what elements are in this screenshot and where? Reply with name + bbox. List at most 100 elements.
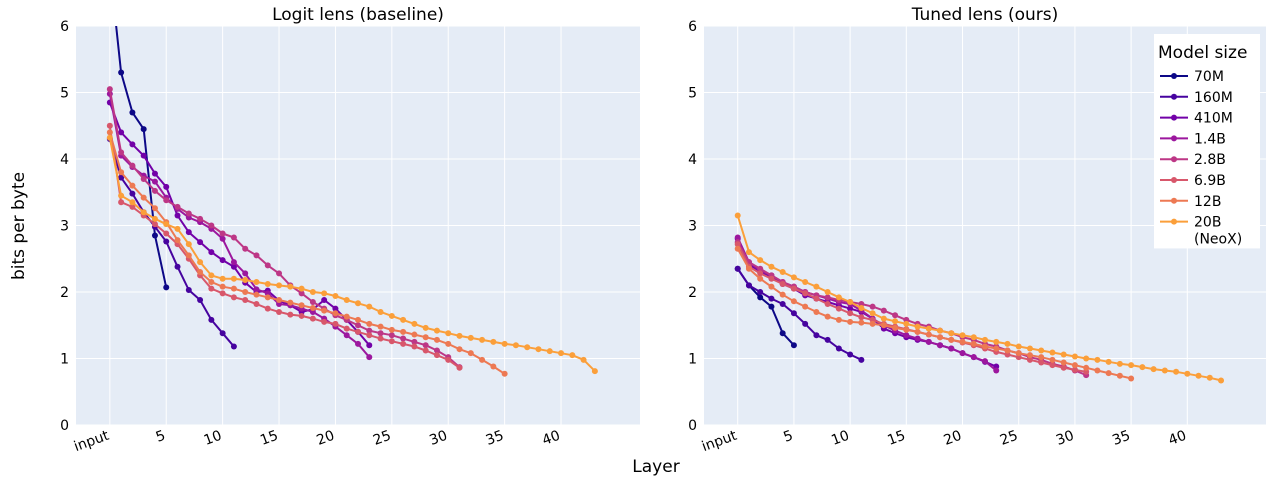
data-point [479, 356, 486, 363]
y-tick-label: 6 [60, 19, 69, 35]
data-point [219, 275, 226, 282]
data-point [230, 259, 237, 266]
data-point [377, 308, 384, 315]
x-tick-label: 35 [1110, 428, 1132, 449]
x-tick-label: 10 [829, 428, 851, 449]
data-point [1038, 359, 1045, 366]
data-point [388, 326, 395, 333]
chart-title: Tuned lens (ours) [911, 5, 1059, 25]
data-point [970, 334, 977, 341]
data-point [355, 322, 361, 329]
data-point [734, 212, 741, 219]
data-point [298, 302, 305, 309]
x-tick-label: 15 [885, 428, 907, 449]
data-point [174, 263, 181, 270]
y-tick-label: 4 [688, 152, 697, 168]
x-tick-label: 40 [540, 428, 562, 449]
data-point [309, 298, 316, 305]
data-point [332, 292, 339, 299]
x-tick-label: 30 [1054, 428, 1076, 449]
data-point [1015, 343, 1022, 350]
data-point [321, 290, 328, 297]
data-point [377, 335, 384, 342]
data-point [445, 356, 452, 363]
data-point [790, 274, 797, 281]
data-point [422, 334, 429, 341]
data-point [445, 340, 452, 347]
data-point [400, 340, 407, 347]
series-2-8b [106, 86, 463, 371]
data-point [948, 330, 955, 337]
data-point [982, 343, 988, 350]
data-point [174, 203, 181, 210]
data-point [253, 291, 260, 298]
data-point [802, 290, 809, 297]
data-point [163, 197, 170, 204]
data-point [757, 270, 764, 277]
data-point [1195, 372, 1202, 379]
data-point [411, 338, 418, 345]
data-point [757, 275, 764, 282]
data-point [1083, 364, 1090, 371]
data-point [355, 328, 361, 335]
y-tick-label: 2 [60, 285, 69, 301]
data-point [185, 241, 192, 248]
data-point [309, 304, 316, 311]
data-point [140, 126, 147, 133]
data-point [903, 320, 910, 327]
data-point [366, 327, 373, 334]
legend-marker [1171, 135, 1177, 142]
x-tick-label: 35 [484, 428, 506, 449]
data-point [163, 230, 170, 237]
series-line [115, 26, 168, 288]
data-point [993, 338, 1000, 345]
x-tick-label: 10 [202, 428, 224, 449]
data-point [185, 229, 192, 236]
data-point [1004, 340, 1011, 347]
data-point [253, 300, 260, 307]
data-point [982, 336, 988, 343]
data-point [411, 331, 418, 338]
legend-label: 70M [1194, 69, 1224, 85]
data-point [343, 325, 350, 332]
data-point [569, 352, 576, 359]
data-point [253, 279, 260, 286]
data-point [174, 237, 181, 244]
data-point [197, 239, 204, 246]
data-point [1071, 366, 1078, 373]
data-point [411, 343, 418, 350]
data-point [1049, 356, 1056, 363]
legend-marker [1171, 156, 1177, 163]
data-point [824, 294, 831, 301]
data-point [1049, 349, 1056, 356]
legend-label: 12B [1194, 194, 1221, 210]
legend-marker [1171, 218, 1177, 225]
data-point [959, 338, 966, 345]
legend-marker [1171, 114, 1177, 121]
data-point [813, 308, 820, 315]
data-point [456, 332, 463, 339]
data-point [467, 350, 474, 357]
data-point [1038, 354, 1045, 361]
data-point [106, 134, 113, 141]
data-point [734, 265, 741, 272]
data-point [779, 300, 786, 307]
data-point [445, 330, 452, 337]
x-tick-label: 30 [427, 428, 449, 449]
data-point [501, 370, 508, 377]
data-point [185, 210, 192, 217]
data-point [219, 257, 226, 264]
legend-marker [1171, 73, 1177, 79]
data-point [802, 320, 809, 327]
data-point [388, 338, 395, 345]
data-point [925, 325, 932, 332]
legend-marker [1171, 93, 1177, 100]
data-point [276, 308, 283, 315]
data-point [208, 279, 215, 286]
data-point [824, 300, 831, 307]
legend-label: 410M [1194, 111, 1233, 127]
data-point [174, 225, 181, 232]
legend: Model size 70M 160M 410M 1.4B 2.8B 6.9B 12B 20B(… [1154, 34, 1260, 249]
data-point [332, 320, 339, 327]
series-20b-neox [106, 134, 598, 375]
